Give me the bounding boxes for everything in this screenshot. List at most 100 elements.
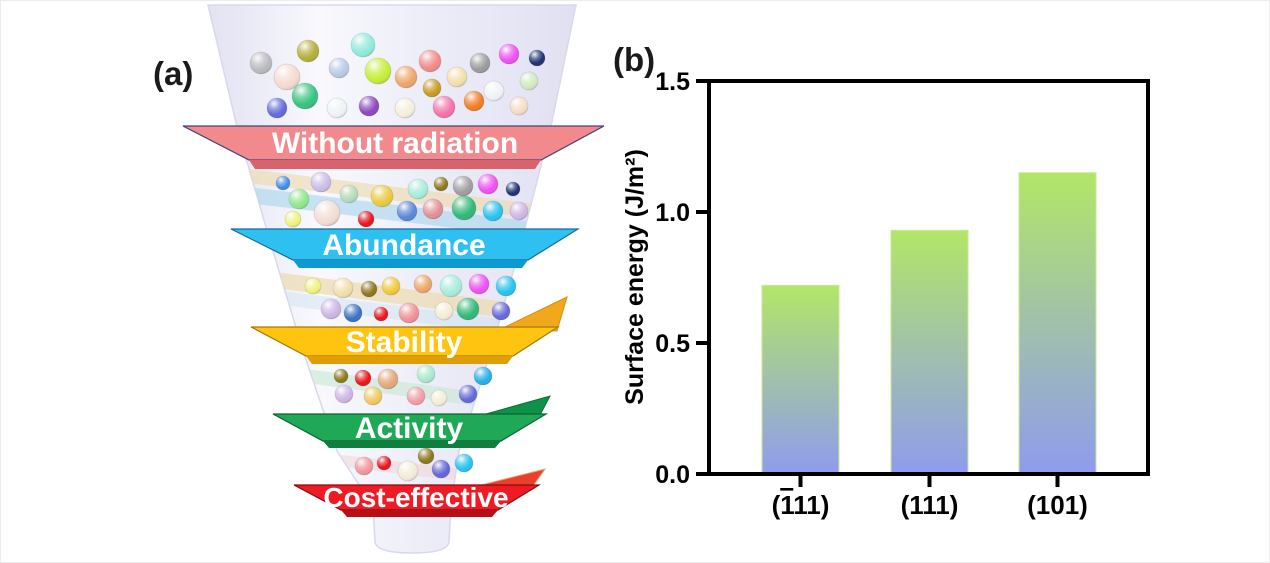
sphere-shine [395,98,415,118]
sphere-shine [297,40,319,62]
banner-without-radiation: Without radiation [182,125,605,169]
sphere-shine [478,174,498,194]
sphere-shine [364,387,382,405]
sphere-shine [423,199,443,219]
sphere-shine [520,72,538,90]
banner-abundance: Abundance [230,228,581,268]
y-axis-title: Surface energy (J/m²) [621,149,649,405]
banner-shadow-strip [323,441,501,448]
sphere-shine [434,177,448,191]
sphere-shine [506,182,520,196]
banner-stability: Stability [250,326,561,364]
sphere-shine [529,50,545,66]
sphere-shine [431,390,447,406]
sphere-shine [417,365,435,383]
banner-label: Stability [346,326,463,359]
banner-cost-effective: Cost-effective [293,482,542,517]
sphere-shine [432,460,450,478]
sphere-shine [474,367,492,385]
sphere-shine [374,307,388,321]
sphere-shine [382,277,400,295]
banner-label: Activity [355,412,464,445]
sphere-shine [399,303,419,323]
x-axis-ticks: (111) (111) (101) [772,474,1088,520]
sphere-shine [359,96,379,116]
sphere-shine [395,66,417,88]
sphere-shine [333,278,353,298]
sphere-shine [397,201,417,221]
sphere-shine [334,369,348,383]
sphere-shine [267,98,287,118]
sphere-shine [483,201,503,221]
sphere-shine [321,299,341,319]
sphere-shine [378,369,398,389]
stability-wing [500,296,568,332]
sphere-shine [276,176,290,190]
bars-group [761,172,1097,475]
sphere-shine [408,179,428,199]
sphere-shine [355,370,371,386]
sphere-shine [464,91,484,111]
sphere-shine [447,67,467,87]
sphere-shine [285,211,301,227]
y-axis-ticks: 0.0 0.5 1.0 1.5 [655,68,709,489]
sphere-shine [289,189,309,209]
sphere-shine [453,176,473,196]
sphere-shine [510,202,528,220]
bar-2 [890,229,969,475]
sphere-shine [327,98,347,118]
y-tick-label: 1.0 [655,199,690,227]
y-tick-label: 0.5 [655,330,690,358]
sphere-shine [457,298,479,320]
sphere-shine [329,58,349,78]
sphere-shine [398,461,418,481]
panel-a: (a) Without radiation [153,4,605,554]
banner-shadow-strip [341,510,498,517]
sphere-shine [433,96,455,118]
sphere-shine [274,64,300,90]
sphere-shine [335,385,353,403]
banner-shadow-strip [249,160,541,169]
streak [251,287,546,339]
sphere-shine [452,196,476,220]
sphere-shine [292,83,318,109]
sphere-shine [305,278,321,294]
banner-label: Abundance [322,229,485,262]
sphere-shine [440,275,462,297]
sphere-shine [435,302,453,320]
funnel-spheres [249,32,546,482]
sphere-shine [250,52,272,74]
panel-b: (b) 0.0 0.5 1.0 1.5 (111) (111) (101) Surface… [613,41,1150,520]
panel-a-label: (a) [153,55,193,92]
sphere-shine [496,276,516,296]
x-tick-label: (111) [901,490,959,520]
sphere-shine [492,302,510,320]
sphere-shine [365,58,391,84]
sphere-shine [510,97,528,115]
sphere-shine [314,200,340,226]
sphere-shine [355,457,373,475]
sphere-shine [418,448,434,464]
sphere-shine [407,387,425,405]
sphere-shine [499,44,519,64]
sphere-shine [455,454,473,472]
sphere-shine [377,456,391,470]
bar-1 [761,284,840,475]
sphere-shine [484,81,504,101]
x-tick-label: (101) [1027,490,1088,520]
banner-shadow-strip [293,260,528,268]
sphere-shine [361,281,377,297]
sphere-shine [311,172,331,192]
sphere-shine [351,33,375,57]
banner-label: Without radiation [272,127,518,160]
sphere-shine [340,185,358,203]
streak [231,185,561,241]
sphere-shine [419,50,441,72]
sphere-shine [358,211,374,227]
x-tick-label: (111) [772,490,830,520]
banner-shadow-strip [306,356,513,364]
bar-3 [1018,172,1097,475]
sphere-shine [423,79,441,97]
